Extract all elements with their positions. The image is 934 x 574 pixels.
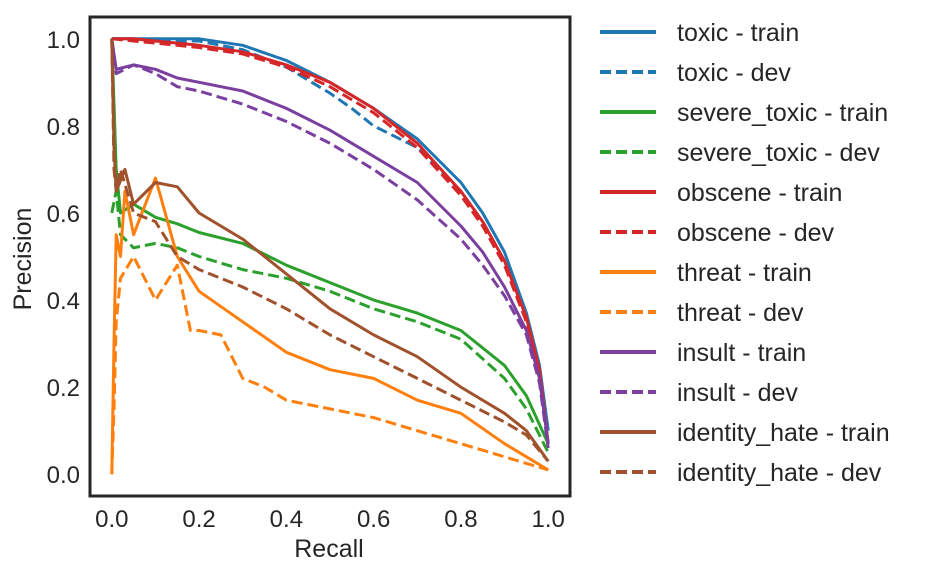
series-line-0 [111,37,550,431]
y-tick-label: 0.6 [47,201,80,228]
x-axis-ticks: 0.0 0.2 0.4 0.6 0.8 1.0 [95,506,565,533]
series-line-6 [110,176,549,475]
y-axis-title: Precision [9,208,37,311]
y-tick-label: 0.4 [47,288,80,315]
legend-label: severe_toxic - dev [677,139,880,167]
x-tick-label: 0.8 [444,506,477,533]
legend-label: insult - train [677,339,806,367]
series-line-4 [111,37,550,444]
legend-label: toxic - train [677,19,799,47]
y-tick-label: 0.8 [47,114,80,141]
x-tick-label: 0.2 [182,506,215,533]
x-tick-label: 0.0 [95,506,128,533]
series-line-1 [111,37,550,431]
x-tick-label: 0.4 [270,506,303,533]
legend-label: identity_hate - dev [677,459,882,487]
x-tick-label: 1.0 [531,506,564,533]
series-line-9 [110,38,550,449]
legend: toxic - train toxic - dev severe_toxic - t… [600,19,890,487]
plot-frame [88,15,572,498]
y-tick-label: 0.0 [47,462,80,489]
legend-label: threat - dev [677,299,804,327]
legend-label: obscene - train [677,179,842,207]
series-line-3 [110,189,550,454]
series-line-2 [110,38,550,445]
x-tick-label: 0.6 [357,506,390,533]
series-line-11 [110,38,550,463]
series-line-7 [110,255,549,475]
y-tick-label: 1.0 [47,27,80,54]
legend-label: identity_hate - train [677,419,890,447]
legend-label: severe_toxic - train [677,99,888,127]
series-line-5 [111,37,550,444]
legend-label: threat - train [677,259,812,287]
legend-label: obscene - dev [677,219,835,247]
series-line-8 [110,38,550,444]
y-axis-ticks: 0.0 0.2 0.4 0.6 0.8 1.0 [47,27,80,489]
legend-label: insult - dev [677,379,798,407]
legend-label: toxic - dev [677,59,791,87]
x-axis-title: Recall [294,535,363,563]
y-tick-label: 0.2 [47,375,80,402]
plot-area [110,37,550,475]
